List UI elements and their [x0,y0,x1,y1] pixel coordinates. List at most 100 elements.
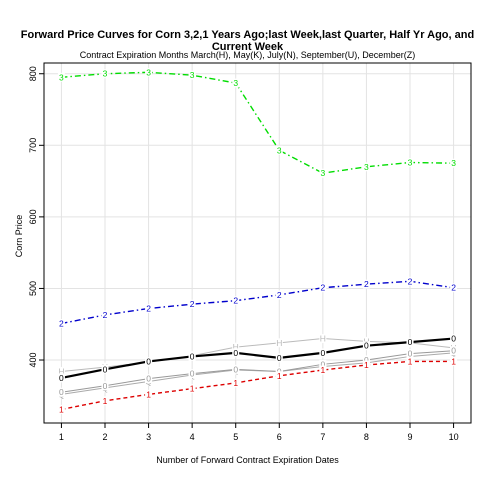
series-point-marker: 3 [190,70,195,80]
series-line-6 [61,350,454,393]
series-point-marker: 0 [320,348,325,358]
series-point-bg [450,356,458,366]
series-point-marker: 1 [451,356,456,366]
series-point-marker: 0 [190,369,195,379]
series-line-2 [61,280,454,325]
series-point-marker: 0 [59,373,64,383]
series-point-marker: 1 [320,365,325,375]
series-point-marker: 3 [103,69,108,79]
x-tick-label: 5 [233,432,238,442]
series-point-bg [406,337,414,347]
series-point-marker: 0 [408,337,413,347]
series-point-marker: 2 [408,276,413,286]
series-point-bg [188,384,196,394]
series-point-marker: H [58,366,64,376]
x-tick-label: 2 [102,432,107,442]
series-point-marker: 2 [59,319,64,329]
series-point-bg [232,296,240,306]
series-point-bg [145,303,153,313]
series-point-marker: 1 [277,371,282,381]
series-point-bg [275,145,283,155]
series-point-marker: 0 [408,349,413,359]
y-tick-label: 600 [28,209,38,224]
series-point-bg [319,334,327,344]
series-line-7 [61,360,454,411]
series-point-bg [232,342,240,352]
series-point-bg [232,78,240,88]
series-point-marker: 0 [233,364,238,374]
series-point-bg [362,279,370,289]
series-point-marker: H [233,342,239,352]
series-point-marker: 0 [233,348,238,358]
series-point-bg [450,334,458,344]
series-point-bg [450,283,458,293]
series-point-bg [319,283,327,293]
series-point-marker: 2 [233,296,238,306]
x-tick-label: 1 [59,432,64,442]
series-point-bg [145,374,153,384]
series-point-bg [275,371,283,381]
x-tick-label: 8 [364,432,369,442]
series-point-bg [406,349,414,359]
series-point-marker: 0 [364,341,369,351]
series-point-bg [406,157,414,167]
series-point-marker: 3 [59,72,64,82]
series-point-marker: 3 [451,158,456,168]
series-point-marker: 0 [59,387,64,397]
series-point-marker: 1 [233,378,238,388]
series-point-marker: H [320,334,326,344]
series-line-5 [61,352,454,395]
series-point-marker: 1 [408,356,413,366]
series-point-marker: 0 [320,359,325,369]
series-point-bg [101,310,109,320]
series-point-bg [145,389,153,399]
series-point-marker: 2 [190,299,195,309]
series-point-bg [450,158,458,168]
series-point-bg [319,359,327,369]
series-point-bg [188,369,196,379]
series-point-bg [275,353,283,363]
series-point-bg [275,338,283,348]
series-point-bg [145,67,153,77]
y-tick-label: 500 [28,281,38,296]
series-line-1 [61,71,454,174]
series-point-bg [188,70,196,80]
series-point-bg [57,404,65,414]
series-point-marker: 1 [59,404,64,414]
series-point-marker: 0 [103,364,108,374]
chart-subtitle: Contract Expiration Months March(H), May… [79,50,416,60]
series-point-bg [362,360,370,370]
series-point-bg [57,72,65,82]
x-tick-label: 6 [277,432,282,442]
series-point-marker: 2 [364,279,369,289]
series-point-bg [188,299,196,309]
series-point-bg [57,366,65,376]
chart-title: Forward Price Curves for Corn 3,2,1 Year… [20,29,475,53]
series-point-bg [406,356,414,366]
series-point-marker: 0 [277,353,282,363]
x-tick-label: 10 [449,432,459,442]
x-axis-title: Number of Forward Contract Expiration Da… [156,455,339,465]
series-point-marker: 3 [364,162,369,172]
series-point-bg [57,373,65,383]
series-point-bg [319,348,327,358]
series-point-bg [145,356,153,366]
series-point-marker: H [276,338,282,348]
series-point-bg [188,351,196,361]
y-tick-label: 700 [28,138,38,153]
series-point-bg [362,341,370,351]
y-tick-label: 800 [28,66,38,81]
series-point-bg [101,396,109,406]
series-point-bg [450,346,458,356]
series-point-bg [57,387,65,397]
series-point-bg [275,290,283,300]
series-point-bg [232,364,240,374]
series-point-marker: 1 [146,389,151,399]
series-point-marker: 2 [277,290,282,300]
series-point-marker: 2 [103,310,108,320]
series-point-bg [362,162,370,172]
series-point-marker: 3 [233,78,238,88]
series-point-marker: 0 [190,351,195,361]
series-point-marker: 2 [320,283,325,293]
series-point-marker: 0 [146,374,151,384]
